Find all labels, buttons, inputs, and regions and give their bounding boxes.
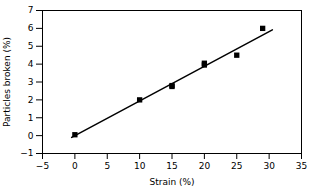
svg-text:1: 1	[28, 113, 34, 123]
svg-text:Strain (%): Strain (%)	[149, 177, 194, 187]
svg-text:25: 25	[231, 161, 242, 171]
svg-text:5: 5	[28, 41, 34, 51]
svg-text:15: 15	[166, 161, 177, 171]
svg-text:3: 3	[28, 77, 34, 87]
svg-text:−1: −1	[20, 148, 33, 158]
svg-text:10: 10	[134, 161, 146, 171]
svg-text:20: 20	[199, 161, 211, 171]
svg-text:0: 0	[28, 131, 34, 141]
svg-text:30: 30	[263, 161, 275, 171]
svg-text:4: 4	[28, 59, 34, 69]
svg-text:6: 6	[28, 23, 34, 33]
svg-text:5: 5	[104, 161, 110, 171]
svg-text:2: 2	[28, 95, 34, 105]
svg-text:0: 0	[72, 161, 78, 171]
svg-text:−5: −5	[36, 161, 49, 171]
svg-text:Particles broken (%): Particles broken (%)	[2, 37, 12, 127]
svg-text:35: 35	[296, 161, 307, 171]
svg-text:7: 7	[28, 5, 34, 15]
